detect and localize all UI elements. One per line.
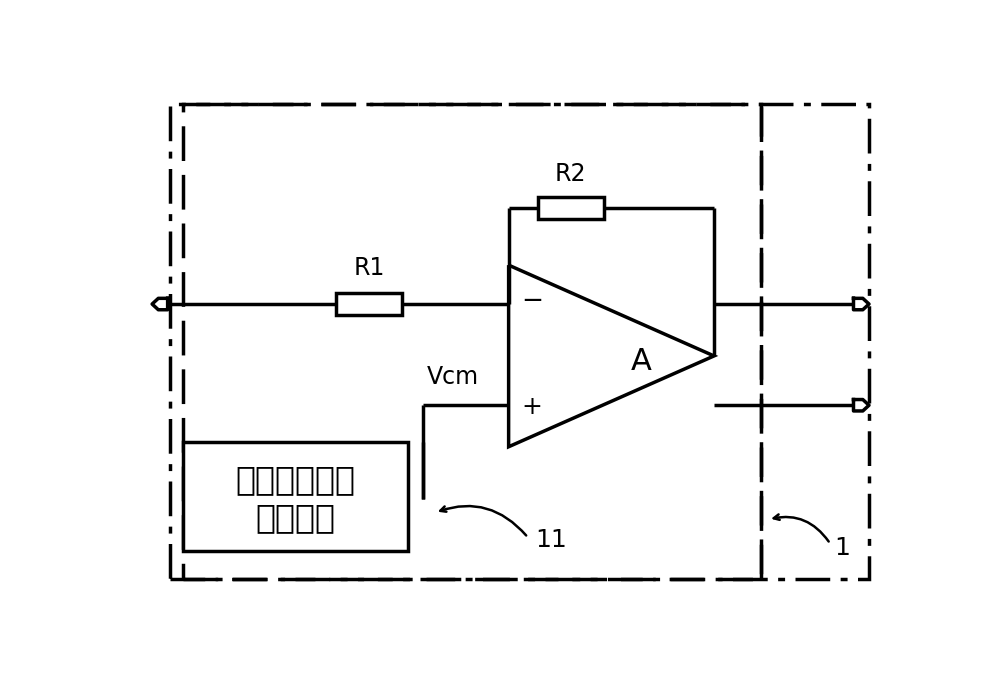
Bar xyxy=(538,197,604,219)
Text: A: A xyxy=(630,346,651,375)
Text: +: + xyxy=(521,395,542,419)
Text: R1: R1 xyxy=(353,255,385,280)
Text: 1: 1 xyxy=(834,536,850,560)
Text: Vcm: Vcm xyxy=(427,365,479,389)
Bar xyxy=(336,293,402,315)
Text: 供电电路: 供电电路 xyxy=(256,501,336,534)
Text: −: − xyxy=(521,288,543,315)
Text: R2: R2 xyxy=(555,162,586,186)
Bar xyxy=(183,441,408,551)
Bar xyxy=(183,104,761,579)
Text: 11: 11 xyxy=(536,528,568,552)
Text: 共模基准电压: 共模基准电压 xyxy=(236,463,356,496)
